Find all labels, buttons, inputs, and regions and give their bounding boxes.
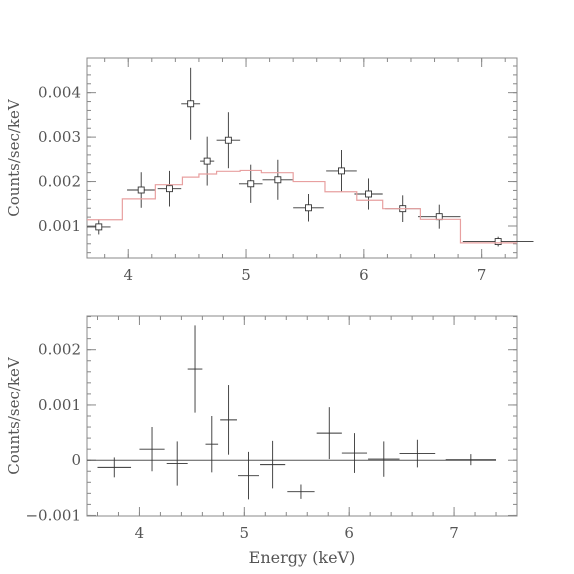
- spectrum-panel: 4 5 6 7 0.001 0.002 0.003 0.004 Counts/sec/keV: [5, 57, 534, 284]
- data-marker: [166, 185, 173, 193]
- residual-point: [187, 325, 203, 413]
- y-tick-label: 0.004: [38, 84, 81, 102]
- model-step-line: [87, 169, 517, 244]
- residual-point: [205, 416, 219, 473]
- x-tick-label: 4: [123, 266, 133, 284]
- data-marker: [247, 180, 255, 188]
- data-point: [181, 67, 201, 140]
- residual-point: [341, 433, 368, 473]
- data-point: [200, 136, 215, 186]
- data-marker: [365, 190, 373, 198]
- y-tick-label: 0.002: [38, 173, 81, 191]
- data-point: [87, 219, 111, 235]
- data-marker: [224, 136, 232, 144]
- residuals-panel: 4 5 6 7 −0.001 0 0.001 0.002 Counts/sec/keV Energ…: [5, 315, 518, 567]
- data-point: [326, 150, 357, 192]
- y-tick-label: 0.003: [38, 128, 81, 146]
- x-tick-label: 5: [241, 266, 251, 284]
- x-tick-label: 4: [135, 524, 145, 542]
- residual-point: [316, 407, 342, 460]
- data-marker: [95, 223, 103, 231]
- residual-point: [368, 441, 400, 477]
- residual-point: [445, 454, 497, 466]
- residual-point: [238, 451, 259, 500]
- x-tick-label: 5: [240, 524, 250, 542]
- plot-frame: [86, 315, 518, 517]
- data-point: [127, 172, 156, 208]
- plot-frame: [86, 57, 518, 259]
- y-axis-label: Counts/sec/keV: [5, 356, 23, 475]
- residual-point: [166, 441, 188, 486]
- y-axis-label: Counts/sec/keV: [5, 98, 23, 217]
- x-tick-label: 7: [477, 266, 487, 284]
- x-tick-label: 6: [344, 524, 354, 542]
- x-tick-label: 7: [449, 524, 459, 542]
- data-point: [354, 178, 383, 210]
- data-marker: [137, 186, 145, 194]
- data-point: [216, 112, 241, 169]
- data-point: [262, 159, 294, 200]
- y-tick-label: 0.001: [38, 396, 81, 414]
- data-marker: [494, 238, 502, 246]
- data-point: [157, 170, 182, 207]
- x-axis-label: Energy (keV): [249, 548, 356, 567]
- y-tick-label: 0: [71, 451, 81, 469]
- x-tick-label: 6: [359, 266, 369, 284]
- data-marker: [203, 157, 211, 165]
- y-tick-label: −0.001: [25, 506, 81, 524]
- y-tick-label: 0.002: [38, 341, 81, 359]
- residual-point: [97, 457, 132, 478]
- data-marker: [338, 167, 345, 175]
- data-marker: [305, 204, 312, 212]
- data-marker: [187, 100, 195, 108]
- y-tick-label: 0.001: [38, 217, 81, 235]
- residual-point: [220, 385, 237, 455]
- data-point: [293, 194, 324, 222]
- residual-point: [287, 484, 315, 499]
- data-point: [462, 236, 534, 247]
- data-marker: [274, 176, 282, 184]
- residual-point: [139, 427, 165, 472]
- residual-point: [399, 439, 436, 468]
- data-point: [418, 204, 461, 229]
- residual-point: [260, 440, 286, 489]
